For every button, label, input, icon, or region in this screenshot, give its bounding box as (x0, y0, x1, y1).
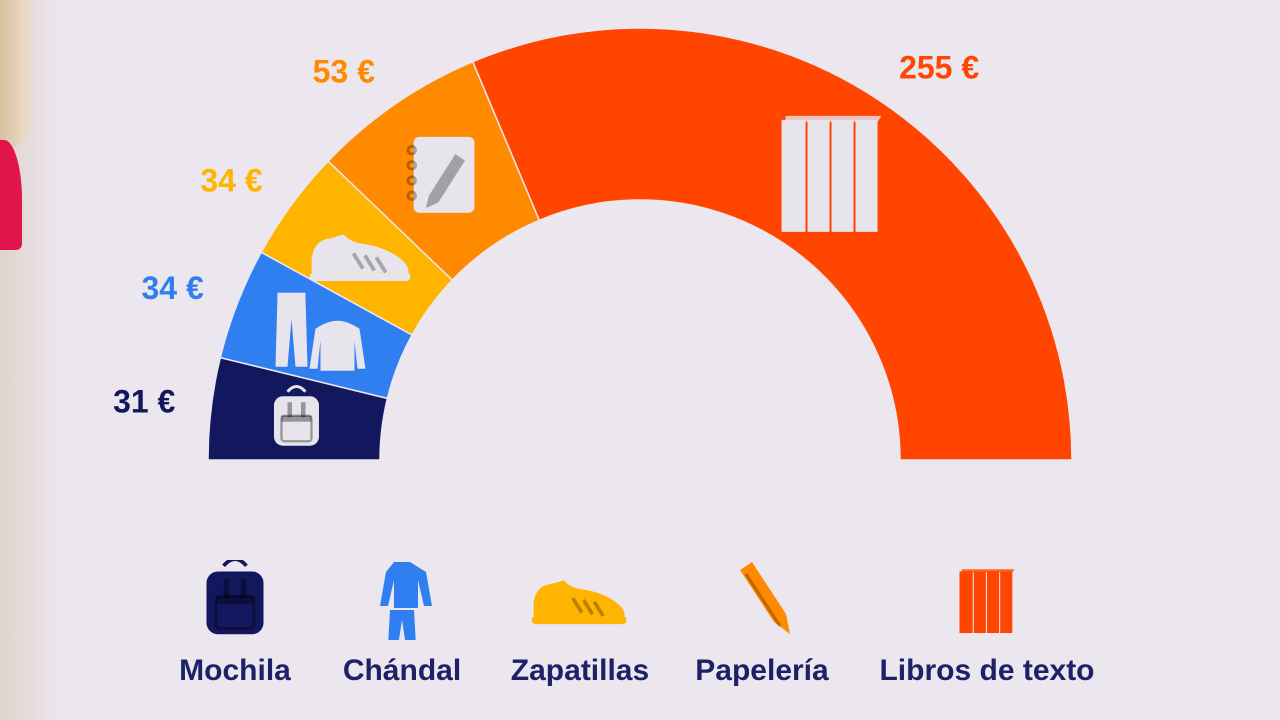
chart-legend: Mochila Chándal Zapatillas Papelería Lib… (0, 560, 1280, 720)
sneaker-icon (530, 578, 629, 626)
legend-item-libros-de-texto: Libros de texto (877, 560, 1097, 688)
books-icon (781, 115, 882, 232)
value-label: 34 € (141, 270, 203, 306)
value-label: 34 € (200, 163, 262, 199)
legend-item-mochila: Mochila (125, 560, 345, 688)
value-label: 31 € (113, 384, 175, 420)
half-donut-chart: 31 € 34 € 34 € 53 € 255 € (113, 27, 1073, 461)
pencil-icon (740, 562, 790, 634)
value-label: 53 € (313, 54, 375, 90)
notebook-pencil-icon (406, 135, 476, 215)
books-icon (959, 569, 1015, 633)
background-pencil-tip (0, 140, 22, 250)
legend-item-chandal: Chándal (292, 560, 512, 688)
legend-label: Chándal (342, 654, 462, 687)
background-pencil (0, 0, 34, 150)
legend-label: Zapatillas (510, 654, 650, 687)
tracksuit-icon (380, 562, 432, 640)
value-label: 255 € (899, 50, 979, 86)
legend-label: Libros de texto (879, 654, 1095, 687)
legend-label: Mochila (179, 654, 291, 687)
legend-item-zapatillas: Zapatillas (470, 560, 690, 688)
slice-libros-de-texto (471, 27, 1073, 461)
legend-label: Papelería (695, 654, 829, 687)
backpack-icon (204, 560, 266, 637)
legend-item-papeleria: Papelería (652, 560, 872, 688)
